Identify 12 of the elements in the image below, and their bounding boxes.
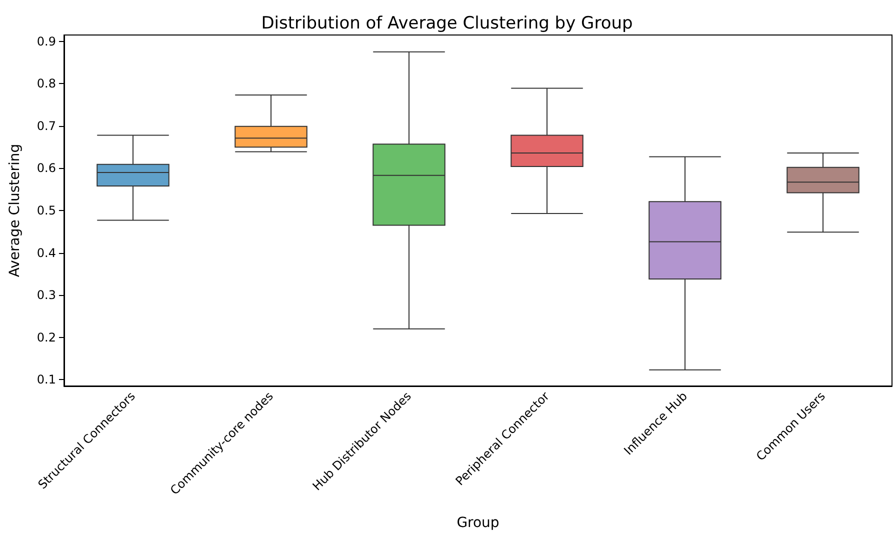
- y-tick-label: 0.4: [36, 246, 56, 260]
- y-tick-label: 0.6: [36, 161, 56, 176]
- chart-title: Distribution of Average Clustering by Group: [261, 14, 633, 34]
- x-axis-title: Group: [456, 515, 500, 531]
- y-tick-label: 0.1: [36, 372, 56, 387]
- y-tick-label: 0.8: [36, 76, 56, 91]
- y-tick-label: 0.7: [36, 118, 56, 133]
- y-axis-title: Average Clustering: [7, 144, 23, 278]
- y-tick-label: 0.3: [36, 288, 56, 302]
- y-tick-label: 0.9: [36, 34, 56, 48]
- y-tick-label: 0.2: [36, 330, 56, 344]
- y-tick-label: 0.5: [36, 204, 56, 218]
